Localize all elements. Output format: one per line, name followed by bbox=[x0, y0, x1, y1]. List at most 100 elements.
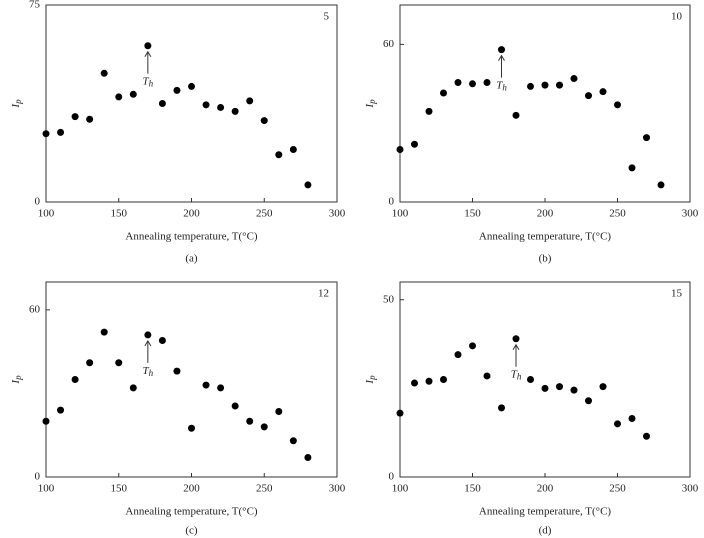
data-point bbox=[260, 423, 268, 431]
annotation-sub: h bbox=[149, 79, 154, 89]
data-point bbox=[246, 417, 254, 425]
x-axis-label: Annealing temperature, T(°C) bbox=[125, 506, 258, 518]
data-point bbox=[246, 97, 254, 105]
data-point bbox=[202, 101, 210, 109]
y-tick-label: 0 bbox=[35, 471, 41, 483]
data-point bbox=[304, 454, 312, 461]
data-point bbox=[585, 92, 592, 100]
data-point bbox=[304, 181, 312, 189]
x-tick-label: 150 bbox=[111, 483, 128, 495]
y-axis-label: Ip bbox=[10, 99, 24, 109]
data-point bbox=[173, 86, 181, 94]
annotation-main: T bbox=[143, 364, 150, 376]
y-tick-label: 0 bbox=[35, 196, 41, 208]
data-point bbox=[115, 93, 123, 101]
data-point bbox=[425, 107, 433, 115]
data-point bbox=[115, 359, 123, 367]
y-axis-label: Ip bbox=[10, 375, 24, 385]
y-axis-label-main: I bbox=[10, 103, 22, 109]
x-axis-label: Annealing temperature, T(°C) bbox=[125, 231, 258, 243]
data-point bbox=[57, 128, 65, 136]
y-axis-label-main: I bbox=[10, 379, 22, 385]
annotation-arrowhead bbox=[498, 54, 505, 61]
annotation: Th bbox=[496, 79, 507, 93]
data-point bbox=[173, 367, 181, 375]
y-axis-label-sub: p bbox=[367, 375, 377, 381]
data-point bbox=[469, 342, 476, 350]
annotation: Th bbox=[143, 364, 154, 378]
data-point bbox=[469, 80, 476, 88]
x-tick-label: 200 bbox=[183, 208, 200, 220]
panel-label: 12 bbox=[318, 288, 329, 300]
data-point bbox=[71, 113, 79, 121]
annotation-sub: h bbox=[502, 83, 507, 93]
y-axis-label: Ip bbox=[364, 375, 378, 385]
data-point bbox=[260, 117, 268, 125]
y-axis-label-sub: p bbox=[13, 99, 23, 105]
x-tick-label: 250 bbox=[256, 208, 273, 220]
data-point bbox=[498, 404, 505, 412]
data-point bbox=[527, 82, 534, 90]
data-point bbox=[425, 377, 433, 385]
panel-label: 10 bbox=[671, 11, 683, 23]
x-tick-label: 200 bbox=[537, 483, 554, 495]
x-tick-label: 250 bbox=[256, 483, 273, 495]
x-tick-label: 200 bbox=[183, 483, 200, 495]
data-point bbox=[614, 101, 621, 109]
annotation-sub: h bbox=[517, 372, 522, 382]
caption: (b) bbox=[539, 253, 552, 265]
data-point bbox=[570, 386, 578, 394]
data-point bbox=[527, 376, 534, 383]
annotation-arrowhead bbox=[144, 50, 152, 57]
caption: (a) bbox=[185, 253, 198, 265]
data-point bbox=[217, 103, 225, 111]
data-point bbox=[188, 82, 195, 90]
data-point bbox=[483, 372, 491, 380]
data-point bbox=[643, 134, 650, 142]
data-point bbox=[570, 75, 578, 83]
data-point bbox=[628, 164, 636, 172]
y-axis-label: Ip bbox=[364, 99, 378, 109]
annotation-main: T bbox=[496, 79, 503, 91]
data-point bbox=[512, 111, 520, 119]
annotation-arrowhead bbox=[144, 339, 152, 347]
x-tick-label: 150 bbox=[111, 208, 128, 220]
data-point bbox=[585, 397, 592, 405]
x-tick-label: 300 bbox=[329, 483, 346, 495]
data-point bbox=[86, 359, 94, 367]
data-point bbox=[100, 328, 108, 336]
data-point bbox=[454, 78, 462, 86]
data-point bbox=[217, 384, 225, 392]
x-axis-label: Annealing temperature, T(°C) bbox=[479, 231, 612, 243]
y-tick-label: 60 bbox=[383, 38, 395, 50]
data-point bbox=[42, 130, 50, 138]
y-tick-label: 0 bbox=[389, 196, 395, 208]
y-tick-label: 75 bbox=[29, 0, 41, 11]
data-point bbox=[158, 337, 166, 344]
annotation-main: T bbox=[511, 368, 518, 380]
x-tick-label: 300 bbox=[682, 483, 699, 495]
panel-label: 15 bbox=[671, 288, 683, 300]
data-point bbox=[100, 69, 108, 77]
caption: (d) bbox=[539, 525, 552, 537]
data-point bbox=[71, 376, 79, 383]
x-tick-label: 300 bbox=[682, 208, 699, 220]
x-tick-label: 250 bbox=[609, 483, 626, 495]
data-point bbox=[202, 381, 210, 389]
data-point bbox=[129, 90, 137, 98]
x-tick-label: 100 bbox=[38, 483, 55, 495]
data-point bbox=[599, 383, 607, 391]
data-point bbox=[144, 42, 152, 50]
data-point bbox=[556, 383, 563, 391]
annotation: Th bbox=[143, 75, 154, 89]
plot-frame bbox=[399, 4, 691, 203]
panel-label: 5 bbox=[324, 11, 330, 23]
data-point bbox=[541, 81, 549, 89]
y-tick-label: 50 bbox=[383, 293, 395, 305]
data-point bbox=[158, 100, 166, 107]
y-axis-label-main: I bbox=[364, 103, 376, 109]
data-point bbox=[512, 335, 520, 343]
annotation-sub: h bbox=[149, 368, 154, 378]
x-tick-label: 150 bbox=[464, 483, 481, 495]
